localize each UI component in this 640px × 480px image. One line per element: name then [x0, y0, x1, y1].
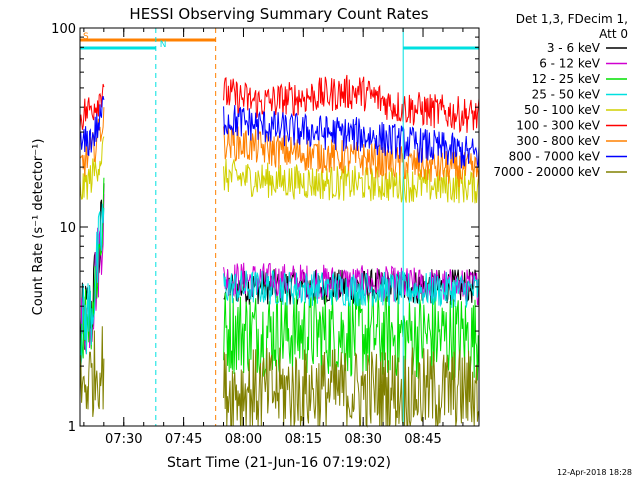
series-4 — [79, 136, 480, 204]
chart-title: HESSI Observing Summary Count Rates — [129, 5, 428, 23]
legend-entry-label-8: 7000 - 20000 keV — [493, 165, 600, 179]
series-7 — [79, 95, 480, 169]
x-tick-label-1: 07:45 — [165, 432, 202, 447]
legend-entry-label-2: 12 - 25 keV — [532, 72, 601, 86]
legend-entry-label-4: 50 - 100 keV — [524, 103, 601, 117]
flag-label-1: N — [160, 40, 167, 50]
x-tick-label-2: 08:00 — [225, 432, 262, 447]
legend-header-line1: Det 1,3, FDecim 1, — [516, 12, 628, 26]
count-rate-series — [79, 74, 480, 428]
y-tick-label-1: 10 — [59, 221, 76, 236]
series-5-segment-1 — [223, 74, 480, 133]
series-3-segment-1 — [223, 270, 480, 308]
series-4-segment-1 — [223, 158, 480, 204]
legend-header-line2: Att 0 — [599, 27, 628, 41]
x-tick-label-4: 08:30 — [344, 432, 381, 447]
instrument-flags: SN — [80, 32, 479, 50]
legend-entry-label-0: 3 - 6 keV — [547, 41, 601, 55]
series-4-segment-0 — [79, 136, 105, 200]
y-tick-label-0: 1 — [68, 420, 76, 435]
y-tick-label-2: 100 — [51, 22, 76, 37]
x-tick-label-5: 08:45 — [404, 432, 441, 447]
legend-entry-label-1: 6 - 12 keV — [539, 57, 601, 71]
y-axis: 1 10 100 — [51, 22, 479, 435]
legend-entry-label-5: 100 - 300 keV — [516, 119, 600, 133]
series-7-segment-1 — [223, 104, 480, 169]
x-tick-label-0: 07:30 — [105, 432, 142, 447]
x-tick-label-3: 08:15 — [285, 432, 322, 447]
x-axis: 07:30 07:45 08:00 08:15 08:30 08:45 — [83, 28, 464, 447]
series-7-segment-0 — [79, 95, 105, 157]
series-5 — [79, 74, 480, 133]
series-8-segment-0 — [79, 326, 105, 417]
series-5-segment-0 — [79, 83, 105, 130]
series-8-segment-1 — [223, 347, 480, 428]
series-8 — [79, 326, 480, 428]
legend: Det 1,3, FDecim 1, Att 0 3 - 6 keV 6 - 12… — [493, 12, 628, 179]
series-3 — [79, 203, 480, 368]
series-3-segment-0 — [79, 203, 105, 368]
legend-entry-label-6: 300 - 800 keV — [516, 134, 600, 148]
flag-label-0: S — [83, 32, 89, 42]
y-axis-label: Count Rate (s⁻¹ detector⁻¹) — [31, 139, 46, 316]
x-axis-label: Start Time (21-Jun-16 07:19:02) — [167, 455, 391, 471]
legend-entry-label-3: 25 - 50 keV — [532, 88, 601, 102]
legend-entry-label-7: 800 - 7000 keV — [509, 150, 601, 164]
footer-timestamp: 12-Apr-2018 18:28 — [557, 468, 632, 477]
